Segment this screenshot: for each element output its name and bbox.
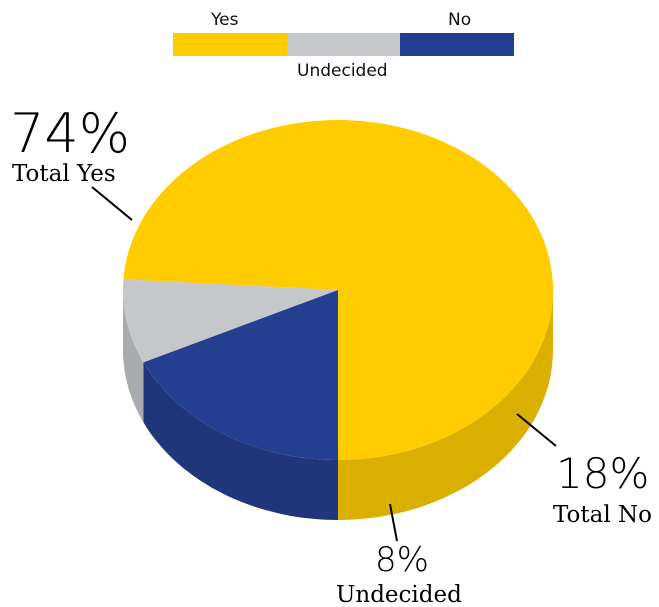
leader-line-no <box>516 413 557 447</box>
legend-label-undecided: Undecided <box>297 61 388 81</box>
pie-side-undecided <box>123 290 144 423</box>
pie-slice-no <box>143 290 338 460</box>
pie-side-no <box>143 362 338 520</box>
legend-swatch-yes <box>173 33 287 56</box>
no-caption-label: Total No <box>553 502 652 528</box>
pie-slices <box>123 120 554 520</box>
pie-slice-undecided <box>123 279 338 363</box>
no-percent-label: 18% <box>556 449 649 498</box>
legend-label-no: No <box>448 10 471 30</box>
legend: Yes Undecided No <box>173 10 514 81</box>
pie-side-yes <box>338 290 553 520</box>
legend-label-yes: Yes <box>210 10 239 30</box>
pie-slice-yes <box>123 120 554 460</box>
leader-line-undecided <box>389 503 398 542</box>
leader-line-yes <box>91 186 133 221</box>
undecided-percent-label: 8% <box>375 540 429 580</box>
undecided-caption-label: Undecided <box>336 582 462 607</box>
yes-percent-label: 74% <box>10 102 130 165</box>
legend-swatch-no <box>400 33 514 56</box>
yes-caption-label: Total Yes <box>12 161 116 187</box>
legend-swatch-undecided <box>287 33 400 56</box>
